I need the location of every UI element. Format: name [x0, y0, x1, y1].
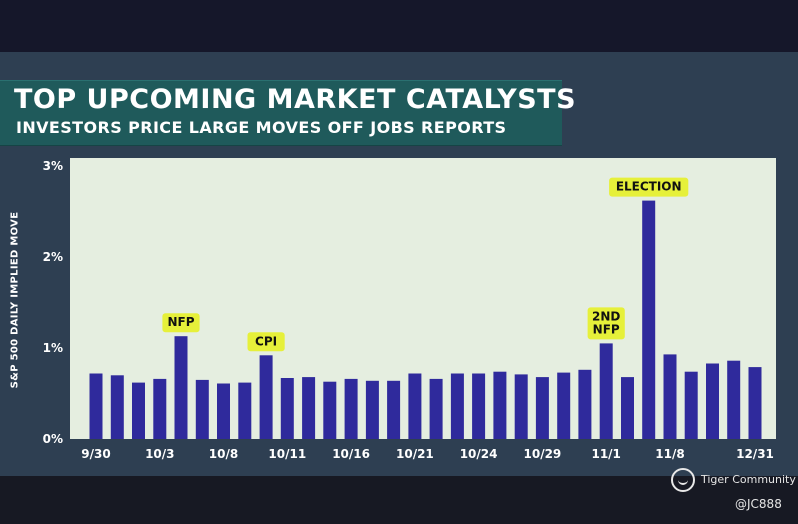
watermark-handle: @JC888: [735, 497, 782, 511]
bar-31: [748, 367, 762, 439]
bar-12: [344, 378, 358, 439]
bar-9: [280, 378, 294, 439]
bar-11: [323, 381, 337, 439]
y-tick-label: 2%: [43, 250, 63, 264]
annotation-label: ELECTION: [616, 180, 682, 194]
annotation-label: 2ND: [592, 309, 620, 323]
annotation-box: [247, 332, 285, 352]
bar-5: [195, 379, 209, 439]
top-dark-band: [0, 0, 798, 52]
annotation-label: NFP: [167, 315, 194, 329]
annotation-label: CPI: [255, 334, 277, 348]
x-tick-label: 10/8: [209, 447, 238, 461]
chart-subtitle: INVESTORS PRICE LARGE MOVES OFF JOBS REP…: [16, 118, 507, 137]
bars-group: [89, 200, 762, 439]
annotation-box: [587, 307, 625, 340]
bar-28: [684, 371, 698, 439]
bar-23: [578, 369, 592, 439]
bar-19: [493, 371, 507, 439]
annotation-label: NFP: [593, 322, 620, 336]
x-tick-label: 10/16: [332, 447, 370, 461]
tiger-logo-icon: [671, 468, 695, 492]
watermark-brand: Tiger Community: [701, 473, 796, 486]
x-tick-label: 10/29: [524, 447, 562, 461]
bar-15: [408, 373, 422, 439]
bar-25: [621, 377, 634, 439]
bar-30: [727, 360, 741, 439]
x-tick-label: 11/1: [591, 447, 620, 461]
title-banner: [0, 80, 562, 146]
bar-0: [89, 373, 103, 439]
x-tick-label: 10/3: [145, 447, 174, 461]
bar-3: [153, 378, 167, 439]
bar-22: [557, 372, 571, 439]
bar-24: [599, 343, 613, 439]
bar-17: [450, 373, 464, 439]
bar-27: [663, 354, 677, 439]
bar-4: [174, 336, 188, 439]
bar-14: [387, 380, 401, 439]
x-tick-label: 10/11: [268, 447, 306, 461]
bar-8: [259, 355, 273, 439]
x-tick-labels: 9/30 10/3 10/8 10/11 10/16 10/21 10/24 10/29 11/…: [81, 447, 774, 461]
x-tick-label: 10/24: [460, 447, 498, 461]
y-tick-label: 0%: [43, 432, 63, 446]
y-tick-labels: 0% 1% 2% 3%: [43, 159, 63, 446]
bar-20: [514, 374, 528, 439]
annotation-box: [609, 177, 689, 197]
x-tick-label: 11/8: [655, 447, 684, 461]
bar-21: [535, 377, 549, 439]
chart-title: TOP UPCOMING MARKET CATALYSTS: [14, 84, 577, 115]
annotation-box: [162, 313, 200, 333]
bar-1: [110, 375, 124, 439]
x-tick-label: 10/21: [396, 447, 434, 461]
bar-2: [132, 382, 145, 439]
bar-6: [217, 383, 230, 439]
bar-29: [706, 363, 719, 439]
y-tick-label: 1%: [43, 341, 63, 355]
plot-area: [70, 158, 776, 439]
bar-18: [472, 373, 486, 439]
bottom-dark-band: [0, 476, 798, 524]
x-tick-label: 12/31: [736, 447, 774, 461]
bar-13: [365, 380, 379, 439]
bar-26: [642, 200, 656, 439]
bar-16: [429, 378, 443, 439]
bar-7: [238, 382, 252, 439]
bar-10: [302, 377, 316, 439]
y-tick-label: 3%: [43, 159, 63, 173]
x-tick-label: 9/30: [81, 447, 110, 461]
